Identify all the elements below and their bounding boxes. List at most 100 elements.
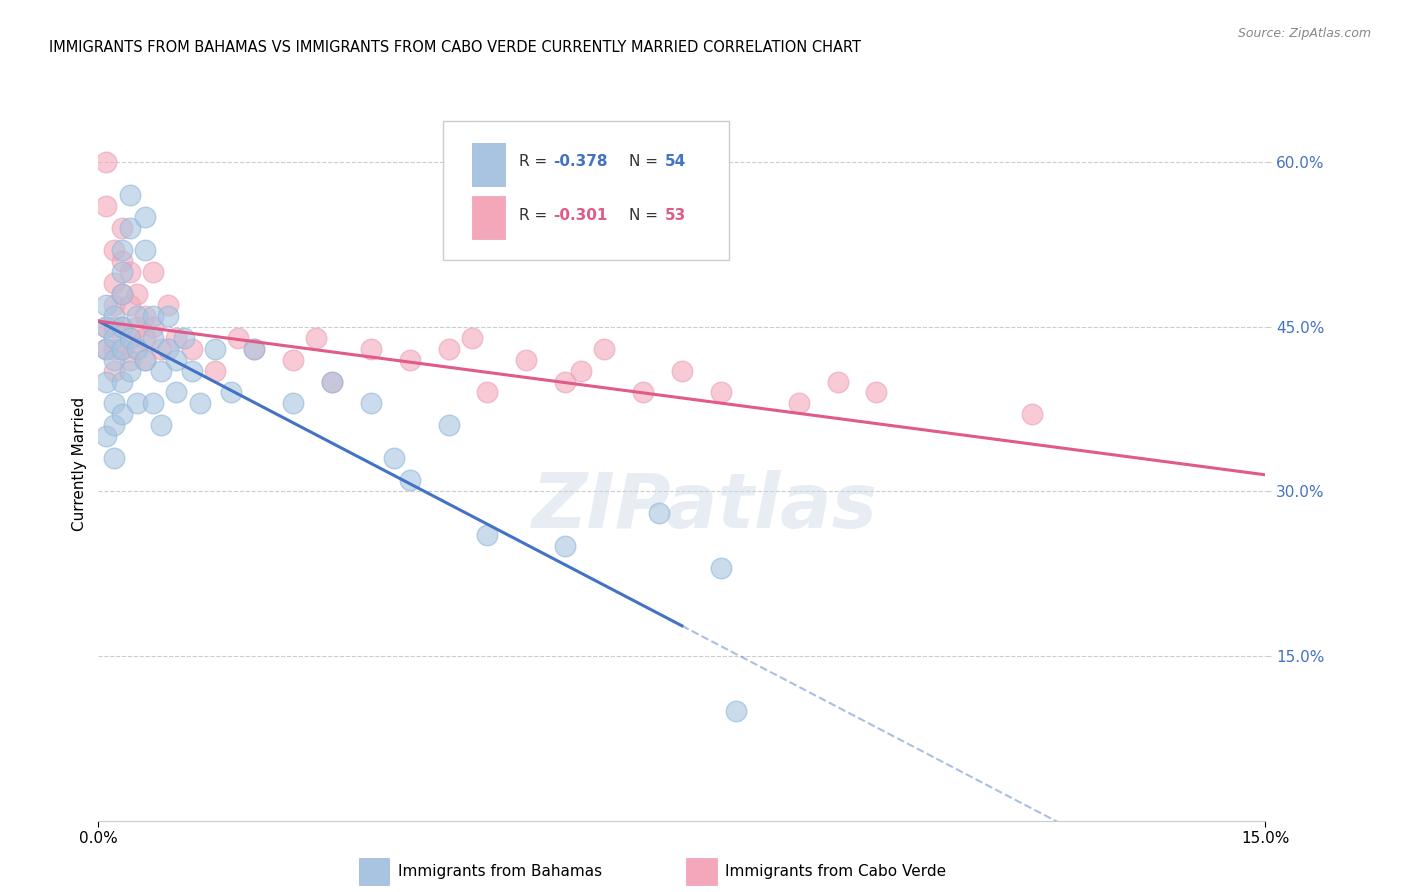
Point bbox=[647, 506, 669, 520]
Point bbox=[127, 396, 149, 410]
Point bbox=[437, 418, 460, 433]
Point bbox=[103, 418, 125, 433]
Point bbox=[103, 352, 125, 367]
Point bbox=[96, 298, 118, 312]
Point bbox=[437, 342, 460, 356]
Point bbox=[1021, 408, 1043, 422]
Point bbox=[111, 243, 134, 257]
Point bbox=[787, 396, 810, 410]
Point bbox=[118, 298, 141, 312]
Text: ZIPatlas: ZIPatlas bbox=[533, 470, 879, 543]
Point bbox=[96, 342, 118, 356]
Point bbox=[142, 396, 165, 410]
Point bbox=[134, 352, 156, 367]
Point bbox=[305, 330, 328, 344]
Text: N =: N = bbox=[630, 154, 664, 169]
Point bbox=[96, 199, 118, 213]
Point bbox=[157, 298, 180, 312]
Point bbox=[321, 375, 343, 389]
Point bbox=[165, 352, 187, 367]
Point bbox=[111, 342, 134, 356]
Point bbox=[554, 539, 576, 553]
Text: Immigrants from Cabo Verde: Immigrants from Cabo Verde bbox=[725, 864, 946, 879]
Point bbox=[111, 408, 134, 422]
FancyBboxPatch shape bbox=[443, 121, 728, 260]
Point bbox=[569, 363, 592, 377]
Point bbox=[149, 363, 172, 377]
Point bbox=[111, 375, 134, 389]
Text: Source: ZipAtlas.com: Source: ZipAtlas.com bbox=[1237, 27, 1371, 40]
Point bbox=[96, 319, 118, 334]
Point bbox=[134, 330, 156, 344]
Point bbox=[515, 352, 537, 367]
Point bbox=[134, 309, 156, 323]
Point bbox=[103, 298, 125, 312]
Point bbox=[96, 375, 118, 389]
Point bbox=[865, 385, 887, 400]
Point bbox=[360, 396, 382, 410]
Point bbox=[157, 309, 180, 323]
Point bbox=[382, 451, 405, 466]
Point bbox=[134, 210, 156, 224]
Point bbox=[118, 330, 141, 344]
Text: R =: R = bbox=[519, 208, 551, 223]
Point bbox=[111, 319, 134, 334]
Point bbox=[127, 319, 149, 334]
Point bbox=[204, 342, 226, 356]
Point bbox=[142, 265, 165, 279]
Text: Immigrants from Bahamas: Immigrants from Bahamas bbox=[398, 864, 602, 879]
Point bbox=[631, 385, 654, 400]
Point bbox=[593, 342, 616, 356]
Point bbox=[180, 363, 202, 377]
Point bbox=[127, 309, 149, 323]
Y-axis label: Currently Married: Currently Married bbox=[72, 397, 87, 531]
Point bbox=[281, 396, 304, 410]
Point bbox=[710, 385, 733, 400]
Point bbox=[398, 473, 420, 487]
Text: R =: R = bbox=[519, 154, 551, 169]
Point bbox=[360, 342, 382, 356]
Point bbox=[111, 286, 134, 301]
Point bbox=[398, 352, 420, 367]
Point bbox=[134, 352, 156, 367]
Point bbox=[204, 363, 226, 377]
Point bbox=[118, 352, 141, 367]
Point bbox=[243, 342, 266, 356]
Point bbox=[180, 342, 202, 356]
Point bbox=[118, 265, 141, 279]
Point bbox=[142, 330, 165, 344]
Point bbox=[725, 704, 748, 718]
Point bbox=[96, 342, 118, 356]
Point bbox=[103, 396, 125, 410]
Point bbox=[118, 330, 141, 344]
Point bbox=[118, 220, 141, 235]
Point bbox=[710, 561, 733, 575]
Point bbox=[118, 363, 141, 377]
Point bbox=[103, 309, 125, 323]
Text: -0.301: -0.301 bbox=[554, 208, 607, 223]
Point bbox=[96, 319, 118, 334]
Point bbox=[96, 429, 118, 443]
Point bbox=[281, 352, 304, 367]
Point bbox=[111, 220, 134, 235]
Point bbox=[219, 385, 242, 400]
Point bbox=[111, 253, 134, 268]
FancyBboxPatch shape bbox=[472, 196, 505, 239]
Point bbox=[118, 187, 141, 202]
Point bbox=[103, 330, 125, 344]
Point bbox=[127, 286, 149, 301]
Point bbox=[827, 375, 849, 389]
Point bbox=[103, 319, 125, 334]
Point bbox=[111, 265, 134, 279]
Point bbox=[142, 319, 165, 334]
Point bbox=[188, 396, 211, 410]
Point bbox=[134, 243, 156, 257]
Point bbox=[149, 418, 172, 433]
Point bbox=[554, 375, 576, 389]
Text: IMMIGRANTS FROM BAHAMAS VS IMMIGRANTS FROM CABO VERDE CURRENTLY MARRIED CORRELAT: IMMIGRANTS FROM BAHAMAS VS IMMIGRANTS FR… bbox=[49, 40, 862, 55]
Point bbox=[149, 342, 172, 356]
Point bbox=[671, 363, 693, 377]
Text: N =: N = bbox=[630, 208, 664, 223]
Point bbox=[111, 342, 134, 356]
Point bbox=[142, 309, 165, 323]
